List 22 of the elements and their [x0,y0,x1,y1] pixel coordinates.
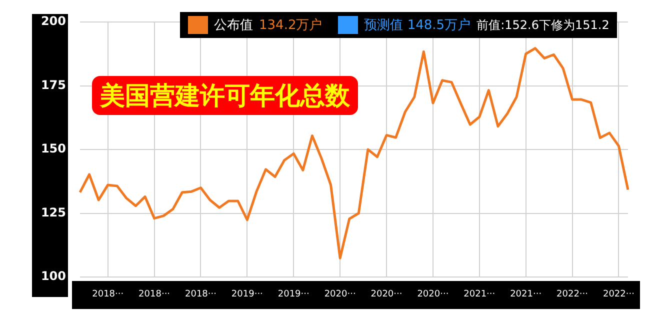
annotation: 预测值 148.5万户 [364,17,471,34]
y-tick-label: 150 [40,142,66,156]
annotation: 134.2万户 [259,17,322,34]
y-tick-label: 100 [40,269,66,284]
text: 美国营建许可年化总数 [92,76,358,115]
x-tick-label: 2020··· [324,290,356,300]
x-tick-label: 2018··· [92,290,124,300]
x-tick-label: 2019··· [278,290,310,300]
x-tick-label: 2022··· [556,290,588,300]
y-tick-label: 175 [40,78,66,92]
x-tick-label: 2018··· [138,290,170,300]
y-tick-label: 125 [40,205,66,220]
legend-label: 公布值 [214,17,253,34]
x-tick-label: 2020··· [417,290,449,300]
x-tick-label: 2019··· [231,290,263,300]
x-tick-label: 2022··· [602,290,634,300]
x-tick-label: 2021··· [464,290,496,300]
x-tick-label: 2021··· [510,290,542,300]
x-tick-label: 2020··· [370,290,402,300]
annotation: 前值:152.6下修为151.2 [476,16,610,34]
x-tick-label: 2018··· [184,290,216,300]
y-tick-label: 200 [40,14,66,28]
